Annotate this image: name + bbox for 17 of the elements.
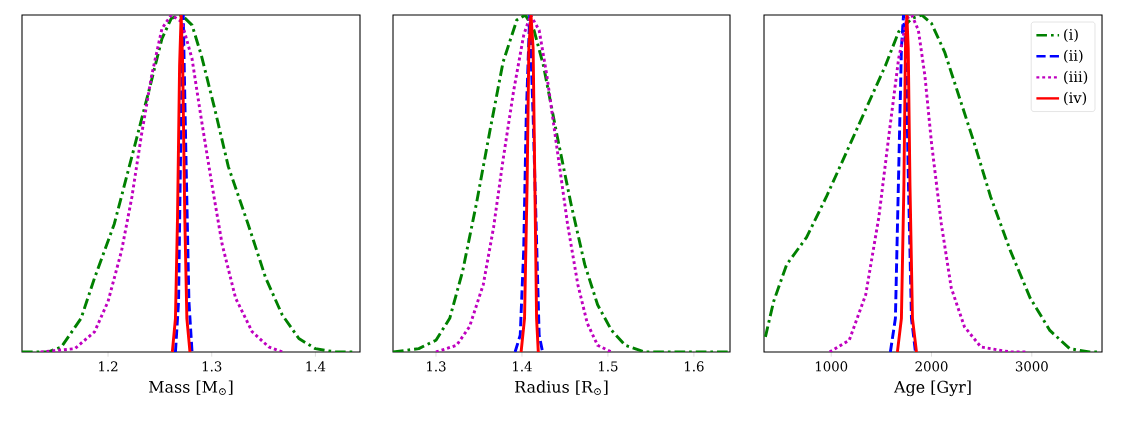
x-axis-title: Radius [R$_{⊙}$]: [515, 380, 608, 396]
x-tick-label: 1.3: [427, 361, 446, 372]
x-tick-label: 3000: [1015, 361, 1048, 372]
x-tick-label: 2000: [915, 361, 948, 372]
legend-label: (ii): [1064, 49, 1083, 64]
x-tick-label: 1.5: [598, 361, 618, 372]
x-tick-label: 1.2: [99, 361, 118, 372]
x-tick-label: 1.4: [513, 361, 532, 372]
x-axis-title: Age [Gyr]: [893, 380, 971, 397]
x-tick-label: 1.6: [684, 361, 704, 372]
x-tick-label: 1.3: [202, 361, 222, 372]
x-tick-label: 1000: [815, 361, 848, 372]
x-axis-title: Mass [M$_{⊙}$]: [149, 380, 233, 396]
legend-label: (i): [1064, 28, 1078, 43]
x-tick-label: 1.4: [306, 361, 326, 372]
legend-label: (iii): [1064, 70, 1088, 85]
legend-label: (iv): [1064, 91, 1087, 106]
